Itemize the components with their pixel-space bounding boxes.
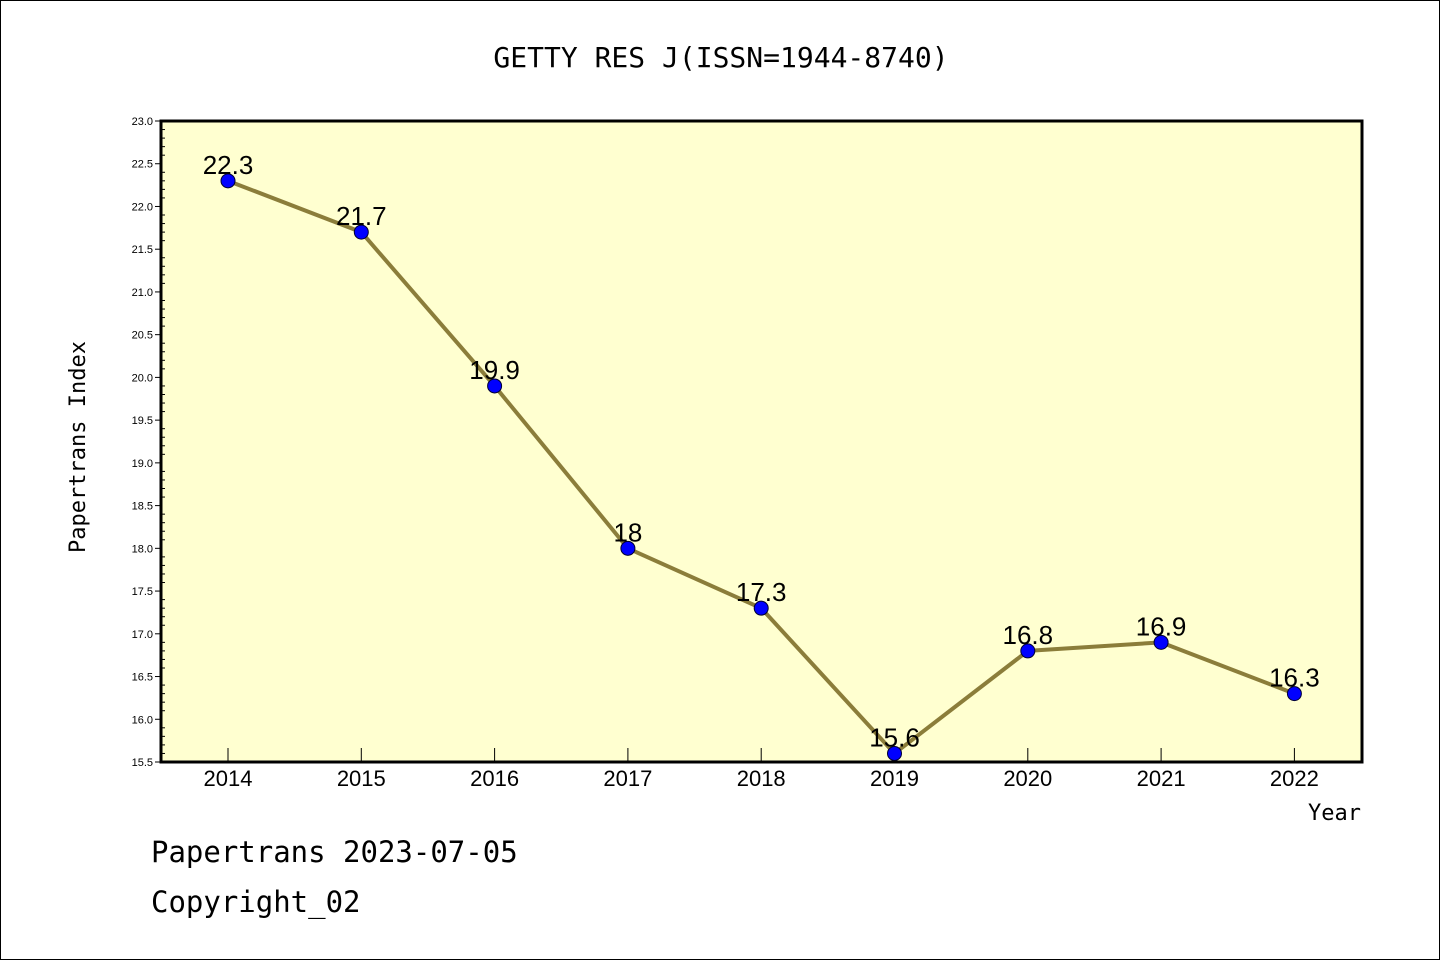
data-label: 17.3 <box>736 577 787 607</box>
footer-copyright-line: Copyright_02 <box>151 885 361 919</box>
x-tick-label: 2022 <box>1270 766 1319 791</box>
data-point <box>753 600 769 616</box>
x-tick-label: 2014 <box>204 766 253 791</box>
data-label: 19.9 <box>469 355 520 385</box>
x-tick-label: 2016 <box>470 766 519 791</box>
y-tick-label: 22.5 <box>132 159 153 171</box>
data-label: 16.3 <box>1269 663 1320 693</box>
y-tick-label: 21.5 <box>132 244 153 256</box>
y-tick-label: 18.0 <box>132 543 153 555</box>
data-label: 16.8 <box>1002 620 1053 650</box>
data-label: 15.6 <box>869 722 920 752</box>
y-tick-label: 17.5 <box>132 586 153 598</box>
data-point <box>353 224 369 240</box>
data-point <box>487 378 503 394</box>
y-tick-label: 19.5 <box>132 415 153 427</box>
data-point <box>1286 686 1302 702</box>
x-axis-ticks: 2014 2015 2016 2017 2018 2019 2020 2021 2022 <box>204 748 1319 791</box>
x-tick-label: 2018 <box>737 766 786 791</box>
y-tick-label: 20.0 <box>132 372 153 384</box>
data-label: 16.9 <box>1136 611 1187 641</box>
x-tick-label: 2021 <box>1137 766 1186 791</box>
x-tick-label: 2015 <box>337 766 386 791</box>
y-axis-label: Papertrans Index <box>66 341 91 553</box>
x-axis-label: Year <box>1308 801 1361 826</box>
data-label: 22.3 <box>203 150 254 180</box>
x-tick-label: 2020 <box>1003 766 1052 791</box>
data-point <box>220 173 236 189</box>
data-point <box>1020 643 1036 659</box>
chart-title: GETTY RES J(ISSN=1944-8740) <box>493 41 948 74</box>
y-tick-label: 18.5 <box>132 501 153 513</box>
plot-border <box>159 119 1364 764</box>
x-tick-label: 2017 <box>603 766 652 791</box>
data-point <box>620 540 636 556</box>
x-tick-label: 2019 <box>870 766 919 791</box>
footer-date-line: Papertrans 2023-07-05 <box>151 835 518 869</box>
y-tick-label: 16.5 <box>132 672 153 684</box>
data-point <box>887 745 902 761</box>
y-axis-ticks: 15.5 16.0 16.5 17.0 17.5 18.0 18.5 19.0 19.5 20.0… <box>132 116 161 769</box>
y-tick-label: 15.5 <box>132 757 153 769</box>
y-tick-label: 17.0 <box>132 629 153 641</box>
data-labels: 22.3 21.7 19.9 18 17.3 15.6 16.8 16.9 16.3 <box>203 150 1320 753</box>
y-tick-label: 20.5 <box>132 330 153 342</box>
data-label: 21.7 <box>336 201 387 231</box>
y-tick-label: 16.0 <box>132 714 153 726</box>
y-tick-label: 23.0 <box>132 116 153 128</box>
y-tick-label: 21.0 <box>132 287 153 299</box>
y-tick-label: 19.0 <box>132 458 153 470</box>
y-tick-label: 22.0 <box>132 201 153 213</box>
data-points <box>220 173 1302 761</box>
data-label: 18 <box>613 517 642 547</box>
data-point <box>1153 634 1169 650</box>
